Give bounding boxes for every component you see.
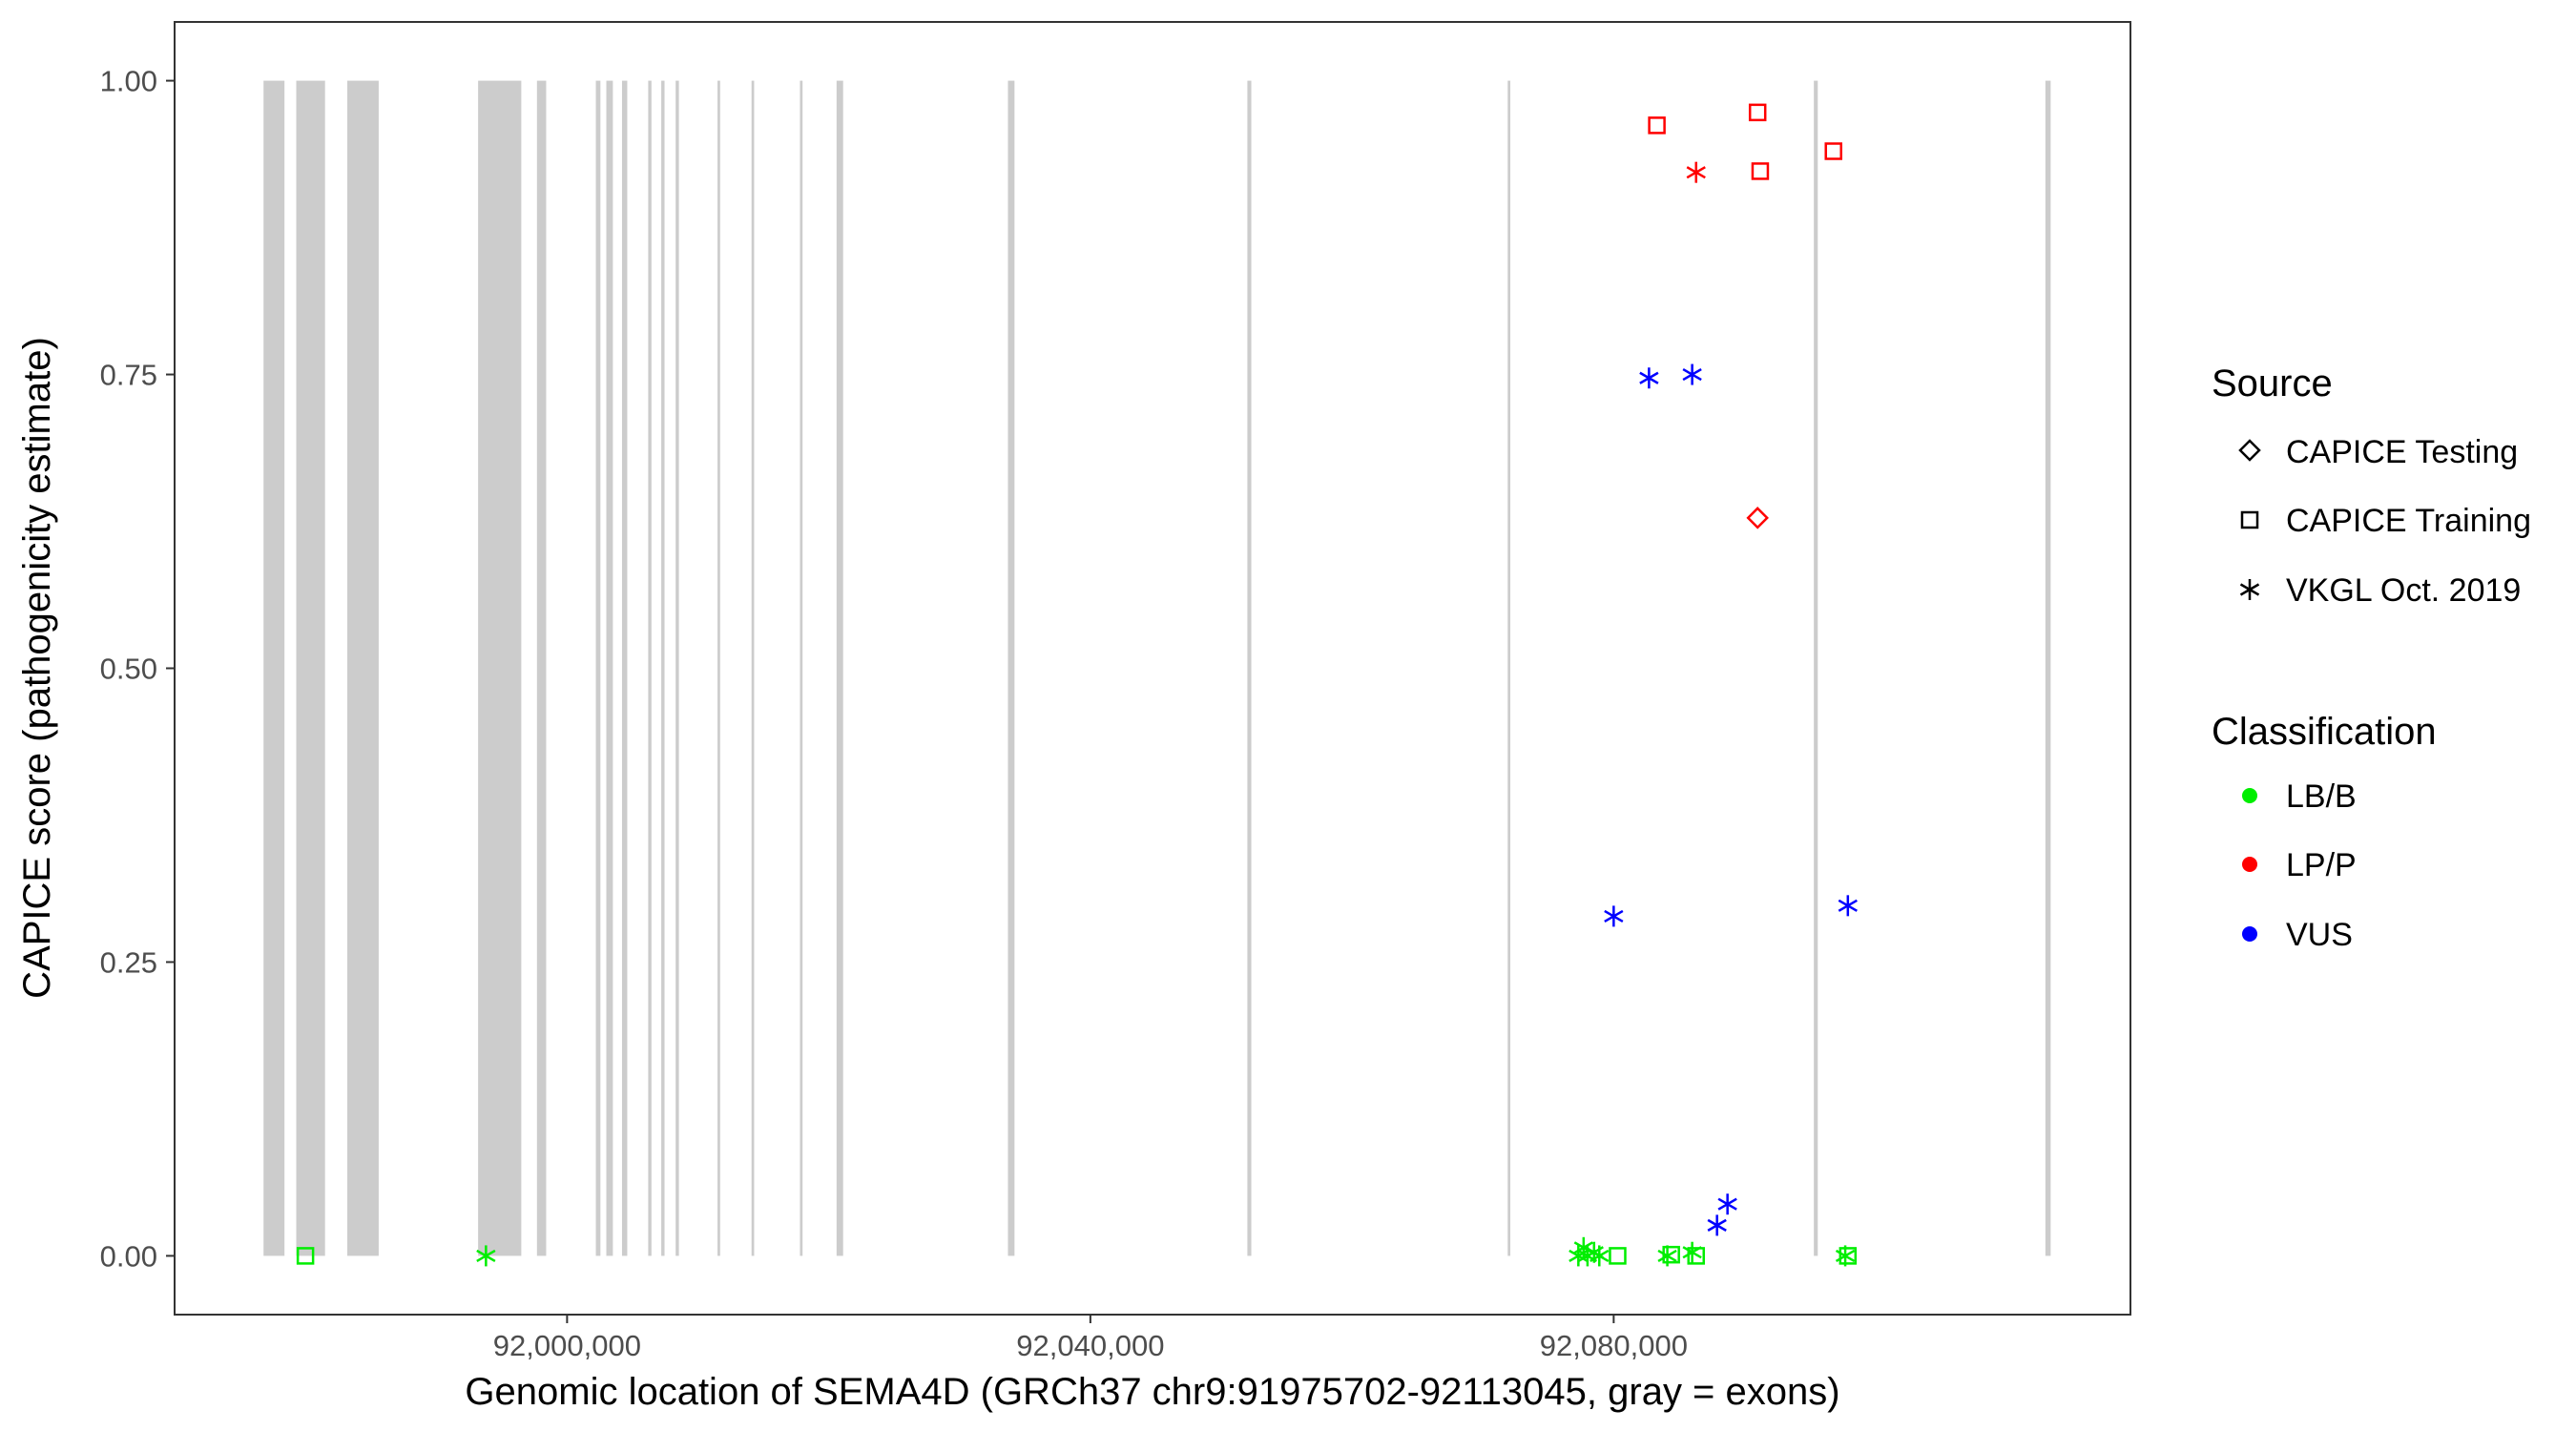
data-point-vus (1838, 895, 1858, 917)
legend-asterisk-icon (2239, 579, 2260, 600)
exon-band (478, 80, 522, 1256)
x-axis-label: Genomic location of SEMA4D (GRCh37 chr9:… (465, 1371, 1839, 1413)
legend-lbb-swatch (2242, 788, 2257, 803)
exon-band (1814, 80, 1818, 1256)
exon-band (595, 80, 601, 1256)
x-tick-label: 92,000,000 (493, 1329, 641, 1362)
data-point-vus (1707, 1214, 1727, 1236)
exon-band (751, 80, 755, 1256)
y-tick-label: 1.00 (100, 65, 157, 98)
data-point-lp-p (1824, 142, 1842, 160)
exon-band (621, 80, 628, 1256)
data-point-lp-p (1748, 103, 1767, 122)
exon-band (836, 80, 843, 1256)
exon-bands (263, 80, 2051, 1256)
exon-band (661, 80, 665, 1256)
data-point-lb-b (1687, 1247, 1705, 1265)
axes: 0.00 0.25 0.50 0.75 1.00 92,000,000 92,040,000… (100, 65, 1688, 1362)
legend-square-icon (2240, 510, 2259, 529)
x-tick-label: 92,080,000 (1540, 1329, 1688, 1362)
exon-band (648, 80, 652, 1256)
legend-class-lpp: LP/P (2286, 847, 2357, 883)
data-point-lb-b (1839, 1247, 1858, 1265)
exon-band (800, 80, 803, 1256)
exon-band (347, 80, 379, 1256)
data-point-lp-p (1648, 116, 1666, 135)
legend-class-vus: VUS (2286, 917, 2353, 953)
data-points (296, 103, 1858, 1267)
x-tick-label: 92,040,000 (1016, 1329, 1164, 1362)
y-tick-label: 0.00 (100, 1239, 157, 1273)
exon-band (296, 80, 325, 1256)
exon-band (717, 80, 720, 1256)
data-point-lp-p (1751, 162, 1770, 180)
data-point-vus (1682, 363, 1702, 385)
y-tick-label: 0.25 (100, 945, 157, 979)
legend-classification-title: Classification (2212, 711, 2437, 753)
exon-band (263, 80, 285, 1256)
legend-source-training: CAPICE Training (2286, 503, 2531, 539)
legend-source-title: Source (2212, 363, 2333, 404)
data-point-lb-b (476, 1245, 496, 1267)
data-point-lp-p (1746, 507, 1769, 529)
data-point-lb-b (296, 1247, 315, 1265)
y-axis-label: CAPICE score (pathogenicity estimate) (16, 337, 58, 999)
legend-vus-swatch (2242, 926, 2257, 942)
exon-band (2045, 80, 2051, 1256)
legend-class-lbb: LB/B (2286, 778, 2357, 815)
legend-source-testing: CAPICE Testing (2286, 434, 2518, 470)
legend-lpp-swatch (2242, 857, 2257, 872)
y-tick-label: 0.75 (100, 359, 157, 392)
legend-source-vkgl: VKGL Oct. 2019 (2286, 572, 2521, 609)
data-point-vus (1604, 905, 1624, 927)
data-point-lp-p (1686, 161, 1706, 183)
data-point-lb-b (1662, 1245, 1680, 1264)
data-point-vus (1639, 367, 1659, 389)
data-point-vus (1717, 1193, 1737, 1215)
legend-source: Source CAPICE Testing CAPICE Training VK… (2212, 363, 2531, 609)
exon-band (606, 80, 613, 1256)
exon-band (536, 80, 547, 1256)
data-point-lb-b (1589, 1245, 1610, 1267)
exon-band (1247, 80, 1252, 1256)
exon-band (1507, 80, 1511, 1256)
y-tick-label: 0.50 (100, 653, 157, 686)
legend-diamond-icon (2238, 439, 2261, 462)
legend-classification: Classification LB/B LP/P VUS (2212, 711, 2437, 953)
exon-band (1008, 80, 1015, 1256)
exon-band (675, 80, 679, 1256)
data-point-lb-b (1609, 1247, 1627, 1265)
